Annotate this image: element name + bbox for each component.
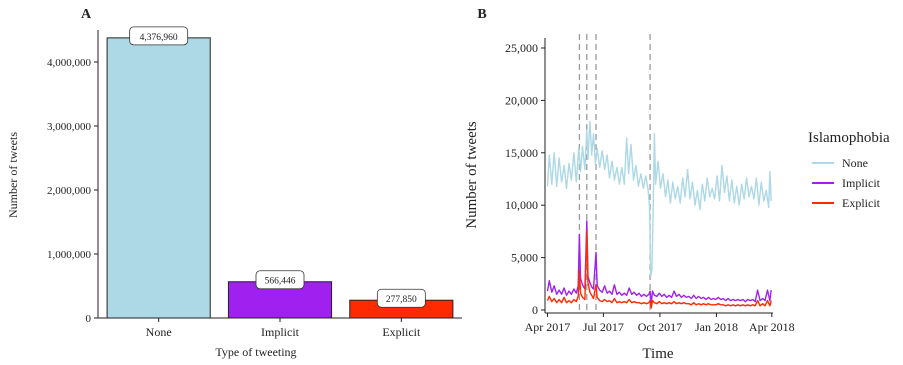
x-tick-label: Oct 2017 <box>638 320 682 334</box>
series-line-implicit <box>546 220 772 305</box>
data-label: 566,446 <box>265 277 296 287</box>
panel-b-x-axis-label: Time <box>642 346 673 362</box>
x-tick-label: Jul 2017 <box>583 320 624 334</box>
panel-a-x-ticks: None Implicit Explicit <box>146 318 421 339</box>
y-tick-label: 2,000,000 <box>47 185 92 197</box>
series-line-explicit <box>546 230 772 309</box>
x-tick-label: None <box>146 325 172 339</box>
data-label-box <box>255 270 305 290</box>
panel-b: B 0 5,000 10,000 15,000 20,000 25,000 Apr 201… <box>464 7 890 362</box>
x-tick-label: Jan 2018 <box>695 320 738 334</box>
x-tick-label: Apr 2017 <box>525 320 571 334</box>
panel-a-x-axis-label: Type of tweeting <box>215 345 296 359</box>
y-tick-label: 10,000 <box>505 198 538 212</box>
y-tick-label: 15,000 <box>505 146 538 160</box>
x-tick-label: Explicit <box>382 325 421 339</box>
panel-a-letter: A <box>81 7 92 22</box>
y-tick-label: 25,000 <box>505 41 538 55</box>
data-label-box <box>376 288 426 308</box>
panel-a-y-ticks: 0 1,000,000 2,000,000 3,000,000 4,000,000 <box>47 57 98 325</box>
panel-b-series <box>546 120 772 309</box>
x-tick-label: Apr 2018 <box>749 320 795 334</box>
y-tick-label: 4,000,000 <box>47 57 92 69</box>
panel-a-bars: 4,376,960 566,446 277,850 <box>106 26 454 319</box>
data-label: 4,376,960 <box>140 33 178 43</box>
panel-b-legend: Islamophobia None Implicit Explicit <box>808 130 890 210</box>
y-tick-label: 1,000,000 <box>47 249 92 261</box>
data-label-box <box>129 26 189 46</box>
panel-a: A 01,000,0002,000,0003,000,0004,000,000 … <box>6 7 462 359</box>
panel-b-x-ticks: Apr 2017 Jul 2017 Oct 2017 Jan 2018 Apr 2018 <box>525 313 795 334</box>
panel-b-letter: B <box>477 7 486 22</box>
legend-label: None <box>842 156 868 170</box>
panel-b-y-ticks: 0 5,000 10,000 15,000 20,000 25,000 <box>505 41 545 317</box>
legend-title: Islamophobia <box>808 130 890 146</box>
x-tick-label: Implicit <box>261 325 300 339</box>
series-line-none <box>546 120 772 278</box>
bar-none <box>106 37 211 319</box>
panel-b-event-lines <box>578 34 651 313</box>
legend-label: Implicit <box>842 176 881 190</box>
legend-label: Explicit <box>842 196 881 210</box>
y-tick-label: 3,000,000 <box>47 121 92 133</box>
y-tick-label: 0 <box>532 303 538 317</box>
panel-a-y-axis-label: Number of tweets <box>6 132 20 218</box>
data-label: 277,850 <box>386 295 417 305</box>
y-tick-label: 5,000 <box>511 251 538 265</box>
panel-b-y-axis-label: Number of tweets <box>464 121 480 229</box>
y-tick-label: 20,000 <box>505 93 538 107</box>
y-tick-label: 0 <box>86 313 92 325</box>
legend-items: None Implicit Explicit <box>812 156 881 210</box>
